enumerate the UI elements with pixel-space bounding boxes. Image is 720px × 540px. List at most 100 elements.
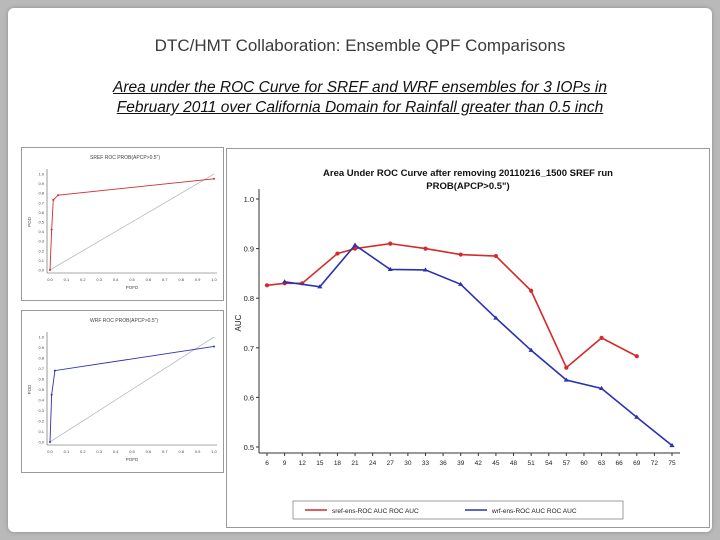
roc-x-tick-label: 0.2: [80, 449, 86, 454]
x-tick-label: 21: [351, 460, 359, 467]
roc-x-tick-label: 0.6: [146, 277, 152, 282]
series-point-sref-ens-ROC: [634, 354, 639, 359]
x-tick-label: 60: [580, 460, 588, 467]
x-tick-label: 15: [316, 460, 324, 467]
roc-y-tick-label: 0.7: [38, 200, 44, 205]
roc-y-tick-label: 1.0: [38, 335, 44, 340]
roc-x-tick-label: 0.5: [129, 449, 135, 454]
series-point-wrf-ens-ROC: [387, 266, 393, 271]
legend-label-sref-ens-ROC: sref-ens-ROC AUC ROC AUC: [332, 508, 419, 515]
series-point-wrf-ens-ROC: [458, 281, 464, 286]
roc-y-tick-label: 0.1: [38, 258, 44, 263]
y-tick-label: 0.9: [244, 245, 254, 254]
series-point-wrf-ens-ROC: [598, 385, 605, 391]
x-tick-label: 72: [651, 460, 659, 467]
roc-y-tick-label: 0.4: [38, 398, 44, 403]
x-tick-label: 51: [528, 460, 536, 467]
y-tick-label: 0.5: [244, 443, 254, 452]
x-tick-label: 36: [439, 460, 447, 467]
x-tick-label: 45: [492, 460, 500, 467]
roc-x-tick-label: 0.8: [178, 277, 184, 282]
series-line-wrf-ens-ROC: [284, 244, 673, 447]
roc-y-tick-label: 1.0: [38, 172, 44, 177]
series-point-sref-ens-ROC: [529, 288, 534, 293]
roc-x-tick-label: 0.6: [146, 449, 152, 454]
roc-y-tick-label: 0.9: [38, 345, 44, 350]
series-point-wrf-ens-ROC: [282, 279, 288, 284]
series-line-sref-ens-ROC: [266, 242, 638, 369]
roc-y-tick-label: 0.0: [38, 268, 44, 273]
legend-box: [292, 500, 624, 520]
roc-diagonal-line: [49, 336, 215, 443]
roc-x-tick-label: 0.5: [129, 277, 135, 282]
roc-x-tick-label: 0.1: [64, 277, 70, 282]
x-tick-label: 75: [668, 460, 676, 467]
roc-title: WRF ROC PROB(APCP>0.5"): [90, 318, 158, 324]
roc-y-tick-label: 0.5: [38, 387, 44, 392]
x-tick-label: 57: [563, 460, 571, 467]
series-point-sref-ens-ROC: [458, 252, 463, 257]
y-axis-label: AUC: [234, 314, 243, 331]
x-tick-label: 39: [457, 460, 465, 467]
roc-y-tick-label: 0.0: [38, 440, 44, 445]
roc-diagonal-line: [49, 173, 215, 271]
series-point-sref-ens-ROC: [423, 246, 428, 251]
x-tick-label: 18: [334, 460, 342, 467]
series-point-wrf-ens-ROC: [493, 315, 499, 320]
roc-x-tick-label: 0.4: [113, 277, 119, 282]
wrf-roc-chart: WRF ROC PROB(APCP>0.5") POD POFD 1.0 0.9 0.8 0…: [27, 318, 218, 462]
roc-y-tick-label: 0.8: [38, 191, 44, 196]
roc-point-WRF: [213, 345, 215, 348]
roc-point-WRF: [49, 441, 51, 443]
roc-curve-WRF: [49, 346, 215, 443]
roc-y-tick-label: 0.9: [38, 181, 44, 186]
slide: DTC/HMT Collaboration: Ensemble QPF Comp…: [8, 8, 712, 532]
roc-x-tick-label: 0.2: [80, 277, 86, 282]
series-point-sref-ens-ROC: [564, 365, 569, 370]
roc-y-tick-label: 0.7: [38, 366, 44, 371]
series-point-sref-ens-ROC: [264, 283, 270, 288]
series-point-wrf-ens-ROC: [563, 377, 569, 382]
x-tick-label: 69: [633, 460, 641, 467]
series-point-wrf-ens-ROC: [669, 442, 675, 448]
roc-curve-SREF: [49, 178, 215, 271]
roc-y-axis-label: POD: [27, 384, 32, 395]
roc-y-tick-label: 0.4: [38, 229, 44, 234]
roc-x-tick-label: 0.9: [195, 277, 201, 282]
roc-y-tick-label: 0.1: [38, 429, 44, 434]
x-tick-label: 24: [369, 460, 377, 467]
series-point-wrf-ens-ROC: [422, 267, 429, 272]
roc-x-tick-label: 0.0: [47, 449, 53, 454]
roc-y-tick-label: 0.2: [38, 248, 44, 253]
roc-point-SREF: [49, 269, 51, 271]
roc-y-tick-label: 0.6: [38, 210, 44, 215]
legend-label-wrf-ens-ROC: wrf-ens-ROC AUC ROC AUC: [491, 508, 577, 515]
y-tick-label: 0.7: [244, 344, 254, 353]
roc-x-tick-label: 0.8: [178, 449, 184, 454]
x-tick-label: 48: [510, 460, 518, 467]
auc-chart-panel: Area Under ROC Curve after removing 2011…: [226, 148, 710, 528]
roc-y-tick-label: 0.5: [38, 220, 44, 225]
series-point-wrf-ens-ROC: [352, 242, 358, 247]
roc-x-tick-label: 1.0: [211, 277, 217, 282]
roc-point-SREF: [213, 177, 215, 180]
x-tick-label: 27: [387, 460, 395, 467]
series-point-sref-ens-ROC: [388, 241, 393, 246]
x-tick-label: 33: [422, 460, 430, 467]
roc-y-tick-label: 0.8: [38, 356, 44, 361]
roc-y-tick-label: 0.3: [38, 408, 44, 413]
roc-point-SREF: [57, 194, 60, 197]
x-tick-label: 9: [283, 460, 287, 467]
roc-x-tick-label: 0.7: [162, 449, 168, 454]
series-point-wrf-ens-ROC: [528, 347, 534, 352]
series-point-sref-ens-ROC: [493, 253, 499, 259]
roc-y-tick-label: 0.6: [38, 377, 44, 382]
roc-y-tick-label: 0.2: [38, 419, 44, 424]
roc-x-axis-label: POFD: [126, 285, 139, 290]
roc-x-axis-label: POFD: [126, 457, 139, 462]
slide-title: DTC/HMT Collaboration: Ensemble QPF Comp…: [154, 36, 566, 55]
sref-roc-panel: SREF ROC PROB(APCP>0.5") POD POFD 1.0 0.9 0.8…: [21, 147, 224, 301]
x-tick-label: 63: [598, 460, 606, 467]
roc-y-tick-label: 0.3: [38, 239, 44, 244]
x-tick-label: 6: [265, 460, 269, 467]
